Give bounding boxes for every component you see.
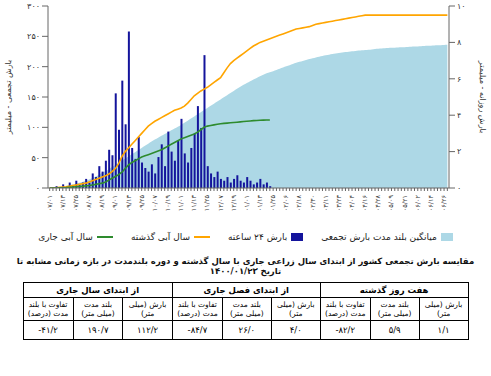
html-text:-۸۲/۲: -۸۲/۲ [335, 325, 355, 335]
svg-text:۰۳/۲۳: ۰۳/۲۳ [335, 194, 343, 211]
svg-text:۱۱/۲۵: ۱۱/۲۵ [203, 194, 211, 211]
html-text:بارش (میلی متر): بارش (میلی متر) [128, 300, 167, 318]
html-text:۱/۱: ۱/۱ [437, 325, 450, 335]
svg-text:۰۶/۰۲: ۰۶/۰۲ [414, 194, 422, 211]
svg-text:۰۱/۰۱: ۰۱/۰۱ [243, 195, 251, 211]
svg-text:۳۰۰: ۳۰۰ [27, 2, 40, 11]
svg-text:۰: ۰ [457, 184, 461, 193]
html-text:-۴۱/۲: -۴۱/۲ [38, 325, 58, 335]
svg-text:۰۹/۰۱: ۰۹/۰۱ [111, 195, 119, 211]
svg-text:۰۳/۱۱: ۰۳/۱۱ [322, 195, 330, 211]
svg-text:بارش روزانه - میلیمتر: بارش روزانه - میلیمتر [478, 60, 483, 133]
svg-text:۰۹/۱۳: ۰۹/۱۳ [125, 194, 133, 211]
html-text:از ابتدای فصل جاری: از ابتدای فصل جاری [203, 285, 289, 295]
html-text:بلند مدت (میلی متر): بلند مدت (میلی متر) [230, 300, 264, 318]
html-text:سال آبی جاری: سال آبی جاری [38, 232, 93, 242]
svg-text:۰۷/۱۳: ۰۷/۱۳ [59, 194, 67, 211]
html-text:از ابتدای سال جاری: از ابتدای سال جاری [56, 285, 140, 295]
svg-text:۰۴/۱۶: ۰۴/۱۶ [361, 195, 369, 211]
svg-text:۰۵/۰۹: ۰۵/۰۹ [387, 194, 395, 211]
html-text:۴/۰: ۴/۰ [289, 325, 302, 335]
svg-text:۱۱/۰۱: ۱۱/۰۱ [177, 195, 185, 211]
svg-text:۰۲/۳۰: ۰۲/۳۰ [309, 195, 317, 211]
svg-text:۰۴/۲۸: ۰۴/۲۸ [374, 194, 382, 211]
svg-text:۰۴/۰۴: ۰۴/۰۴ [348, 194, 356, 211]
svg-text:۱۰۰: ۱۰۰ [27, 123, 40, 132]
html-text:بارش ۲۴ ساعته: بارش ۲۴ ساعته [228, 232, 288, 242]
svg-text:۰: ۰ [36, 184, 40, 193]
svg-text:۶: ۶ [457, 75, 461, 84]
svg-text:۲: ۲ [457, 147, 461, 156]
html-text:تفاوت با بلند مدت (درصد): تفاوت با بلند مدت (درصد) [325, 300, 366, 318]
html-text:بارش (میلی متر): بارش (میلی متر) [424, 300, 463, 318]
html-text:۱۹۰/۷: ۱۹۰/۷ [87, 325, 109, 335]
svg-text:۱۰/۰۷: ۱۰/۰۷ [151, 194, 159, 211]
svg-text:۲۵۰: ۲۵۰ [27, 32, 40, 41]
svg-text:۰۷/۰۱: ۰۷/۰۱ [46, 195, 54, 211]
svg-text:۱۲/۱۹: ۱۲/۱۹ [230, 194, 238, 211]
svg-text:۰۵/۲۱: ۰۵/۲۱ [401, 195, 409, 211]
svg-text:۸: ۸ [457, 38, 462, 47]
svg-text:۰۲/۱۸: ۰۲/۱۸ [295, 194, 303, 211]
html-text:۲۶/۰: ۲۶/۰ [238, 325, 256, 335]
html-text:هفت روز گذشته: هفت روز گذشته [359, 285, 429, 295]
svg-text:۱۰: ۱۰ [457, 2, 466, 11]
html-text:بلند مدت (میلی متر): بلند مدت (میلی متر) [377, 300, 412, 318]
svg-text:۱۱/۱۳: ۱۱/۱۳ [190, 194, 198, 211]
html-text:بلند مدت (میلی متر): بلند مدت (میلی متر) [81, 300, 115, 318]
svg-text:بارش تجمعی - میلیمتر: بارش تجمعی - میلیمتر [8, 60, 13, 136]
html-text:میانگین بلند مدت بارش تجمعی: میانگین بلند مدت بارش تجمعی [321, 232, 437, 242]
svg-text:۰۶/۱۴: ۰۶/۱۴ [427, 194, 435, 211]
svg-text:۴: ۴ [457, 111, 461, 120]
svg-text:۰۸/۰۷: ۰۸/۰۷ [85, 194, 93, 211]
html-text:تفاوت با بلند مدت (درصد): تفاوت با بلند مدت (درصد) [177, 300, 218, 318]
svg-text:۵۰: ۵۰ [31, 154, 40, 163]
svg-text:۱۵۰: ۱۵۰ [27, 93, 40, 102]
svg-text:۰۲/۰۶: ۰۲/۰۶ [282, 195, 290, 211]
svg-text:۰۹/۲۵: ۰۹/۲۵ [138, 194, 146, 211]
svg-text:۱۰/۱۹: ۱۰/۱۹ [164, 194, 172, 211]
svg-text:۰۷/۲۵: ۰۷/۲۵ [72, 194, 80, 211]
html-text:مقایسه بارش تجمعی کشور از ابتد: مقایسه بارش تجمعی کشور از ابتدای سال زرا… [16, 256, 475, 276]
html-text:-۸۴/۷: -۸۴/۷ [187, 325, 208, 335]
svg-text:۰۶/۲۶: ۰۶/۲۶ [440, 195, 448, 211]
svg-text:۲۰۰: ۲۰۰ [27, 63, 40, 72]
svg-text:۰۱/۱۳: ۰۱/۱۳ [256, 194, 264, 211]
svg-text:۰۱/۲۵: ۰۱/۲۵ [269, 194, 277, 211]
html-text:بارش (میلی متر): بارش (میلی متر) [277, 300, 315, 318]
html-text:۱۱۲/۲: ۱۱۲/۲ [137, 325, 159, 335]
svg-text:۱۲/۰۷: ۱۲/۰۷ [217, 194, 225, 211]
html-text:۵/۹: ۵/۹ [388, 325, 401, 335]
html-text:تفاوت با بلند مدت (درصد): تفاوت با بلند مدت (درصد) [27, 300, 69, 318]
svg-text:۰۸/۱۹: ۰۸/۱۹ [98, 194, 106, 211]
html-text:سال آبی گذشته: سال آبی گذشته [130, 232, 190, 242]
